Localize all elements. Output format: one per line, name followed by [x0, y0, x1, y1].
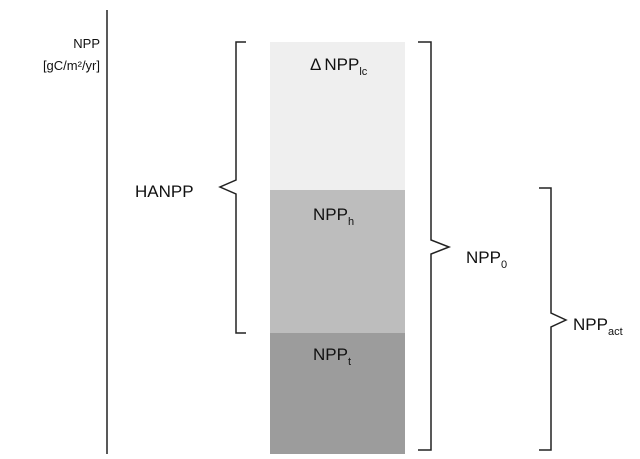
sub: act — [608, 326, 623, 338]
axis-unit: [gC/m²/yr] — [43, 58, 100, 73]
brace-label: HANPP — [135, 182, 194, 201]
segment-label: Δ NPPlc — [310, 55, 368, 78]
base: NPP — [313, 345, 348, 364]
base: NPP — [466, 248, 501, 267]
segment-h — [270, 190, 405, 333]
prefix: Δ — [310, 55, 321, 74]
brace — [218, 41, 246, 334]
axis-label: NPP — [73, 36, 100, 51]
segment-t — [270, 333, 405, 454]
sub: 0 — [501, 259, 507, 271]
brace-label: NPP0 — [466, 248, 507, 271]
segment-lc — [270, 42, 405, 190]
brace — [418, 41, 452, 451]
segment-label: NPPh — [313, 205, 354, 228]
brace — [539, 187, 568, 451]
base: NPP — [573, 315, 608, 334]
base: NPP — [324, 55, 359, 74]
base: HANPP — [135, 182, 194, 201]
sub: lc — [359, 66, 367, 78]
base: NPP — [313, 205, 348, 224]
segment-label: NPPt — [313, 345, 351, 368]
brace-label: NPPact — [573, 315, 623, 338]
sub: h — [348, 216, 354, 228]
sub: t — [348, 356, 351, 368]
